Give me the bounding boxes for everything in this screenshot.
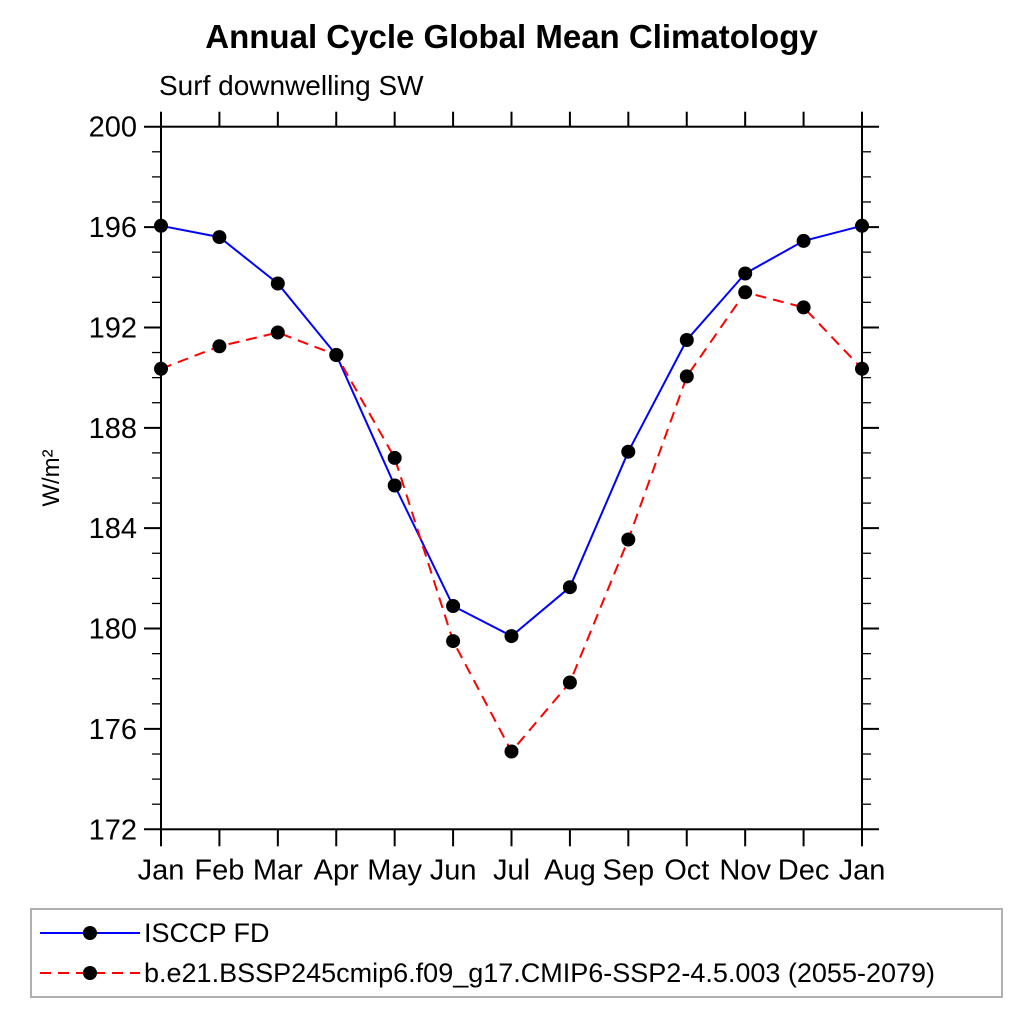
data-point-marker	[796, 300, 811, 315]
data-point-marker	[212, 339, 227, 354]
data-point-marker	[562, 580, 577, 595]
x-tick-label: Jan	[839, 854, 886, 886]
x-tick-label: Oct	[664, 854, 709, 886]
legend-line-sample-solid	[40, 926, 140, 940]
x-tick-label: May	[367, 854, 422, 886]
y-tick-label: 172	[89, 814, 137, 846]
data-point-marker	[270, 325, 285, 340]
y-tick-label: 200	[89, 112, 137, 144]
data-point-marker	[504, 744, 519, 759]
legend-item: b.e21.BSSP245cmip6.f09_g17.CMIP6-SSP2-4.…	[38, 953, 1001, 993]
x-tick-label: Feb	[194, 854, 244, 886]
y-tick-label: 188	[89, 413, 137, 445]
data-point-marker	[855, 361, 869, 376]
x-tick-label: Mar	[253, 854, 303, 886]
y-axis-tick-labels: 172 176 180 184 188 192 196 200	[89, 112, 137, 847]
x-axis-ticks-top	[160, 111, 863, 127]
data-point-marker	[679, 333, 694, 347]
chart-subtitle: Surf downwelling SW	[159, 70, 424, 101]
chart-legend: ISCCP FD b.e21.BSSP245cmip6.f09_g17.CMIP…	[30, 908, 1003, 998]
data-point-marker	[562, 675, 577, 690]
y-tick-label: 176	[89, 714, 137, 746]
series-0-markers	[154, 218, 869, 644]
series-0-line	[160, 224, 863, 638]
data-point-marker	[738, 285, 753, 300]
data-point-marker	[329, 348, 344, 362]
plot-border	[160, 125, 863, 831]
x-tick-label: Dec	[778, 854, 830, 886]
y-tick-label: 184	[89, 513, 137, 545]
data-point-marker	[738, 266, 753, 281]
x-tick-label: Apr	[314, 854, 359, 886]
data-point-marker	[504, 629, 519, 644]
series-1-markers	[154, 285, 869, 759]
data-point-marker	[446, 634, 461, 649]
data-point-marker	[796, 233, 811, 248]
legend-line-sample-dashed	[40, 966, 140, 980]
y-tick-label: 196	[89, 212, 137, 244]
x-tick-label: Nov	[719, 854, 771, 886]
data-point-marker	[679, 369, 694, 384]
data-point-marker	[621, 532, 636, 547]
legend-item: ISCCP FD	[38, 913, 1001, 953]
y-axis-ticks-left	[144, 125, 161, 831]
legend-marker-icon	[83, 926, 97, 940]
data-point-marker	[270, 276, 285, 291]
data-point-marker	[154, 218, 168, 233]
data-point-marker	[446, 599, 461, 613]
x-tick-label: Aug	[544, 854, 596, 886]
x-tick-label: Sep	[603, 854, 655, 886]
data-point-marker	[621, 444, 636, 459]
data-point-marker	[855, 218, 869, 233]
x-tick-label: Jul	[493, 854, 530, 886]
data-point-marker	[387, 450, 402, 465]
data-point-marker	[387, 478, 402, 493]
x-axis-tick-labels: Jan Feb Mar Apr May Jun Jul Aug Sep Oct Nov Dec Jan	[138, 854, 886, 886]
y-tick-label: 180	[89, 614, 137, 646]
series-1-line	[160, 291, 863, 754]
legend-label-observation: ISCCP FD	[144, 917, 270, 948]
x-axis-ticks-bottom	[160, 829, 863, 847]
data-point-marker	[212, 230, 227, 245]
data-point-marker	[154, 361, 168, 376]
x-tick-label: Jan	[138, 854, 185, 886]
legend-marker-icon	[83, 966, 97, 980]
y-tick-label: 192	[89, 312, 137, 344]
x-tick-label: Jun	[430, 854, 477, 886]
legend-label-model: b.e21.BSSP245cmip6.f09_g17.CMIP6-SSP2-4.…	[144, 957, 936, 988]
chart-title: Annual Cycle Global Mean Climatology	[205, 18, 818, 55]
y-axis-ticks-right	[862, 125, 879, 831]
